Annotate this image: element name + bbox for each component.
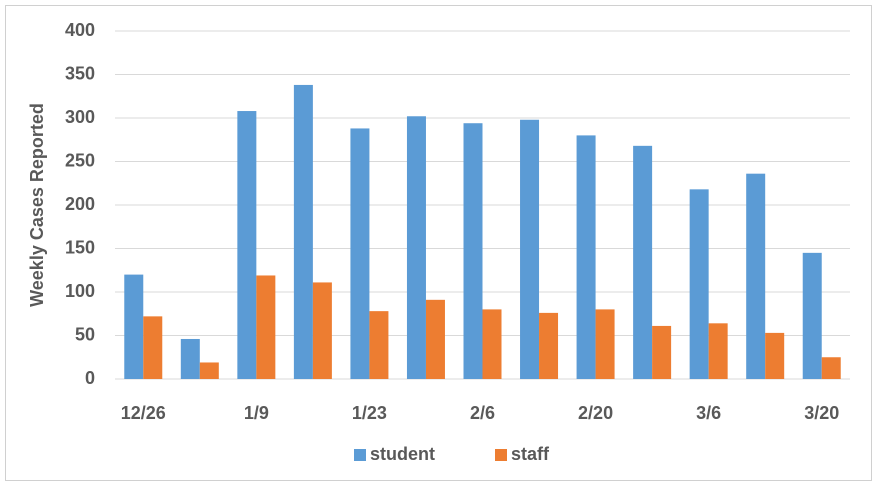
bar bbox=[765, 332, 785, 379]
bar bbox=[180, 338, 200, 379]
y-tick-label: 400 bbox=[65, 20, 95, 40]
bar bbox=[350, 128, 370, 379]
x-tick-label: 1/9 bbox=[244, 403, 269, 423]
bar bbox=[406, 116, 426, 379]
y-tick-label: 50 bbox=[75, 324, 95, 344]
y-tick-label: 0 bbox=[85, 368, 95, 388]
chart-border bbox=[5, 5, 872, 481]
bar bbox=[633, 145, 653, 379]
x-tick-label: 3/6 bbox=[696, 403, 721, 423]
bar bbox=[746, 173, 766, 379]
bar bbox=[689, 189, 709, 379]
bar bbox=[482, 309, 502, 379]
legend-label: student bbox=[370, 444, 435, 464]
bar bbox=[463, 123, 483, 379]
bar bbox=[312, 282, 332, 379]
x-tick-label: 12/26 bbox=[121, 403, 166, 423]
x-tick-label: 2/20 bbox=[578, 403, 613, 423]
bar bbox=[124, 274, 144, 379]
bar bbox=[199, 362, 219, 379]
x-tick-label: 3/20 bbox=[804, 403, 839, 423]
x-tick-label: 2/6 bbox=[470, 403, 495, 423]
legend-label: staff bbox=[511, 444, 550, 464]
bar bbox=[652, 325, 672, 379]
bar bbox=[576, 135, 596, 379]
bar bbox=[520, 119, 540, 380]
bar bbox=[802, 252, 822, 379]
bar bbox=[256, 275, 276, 379]
bar bbox=[708, 323, 728, 379]
bar bbox=[143, 316, 163, 379]
bar bbox=[293, 84, 313, 379]
y-tick-label: 300 bbox=[65, 107, 95, 127]
legend-swatch bbox=[354, 449, 366, 461]
bar bbox=[821, 357, 841, 379]
bar bbox=[539, 312, 559, 379]
legend-swatch bbox=[495, 449, 507, 461]
y-tick-label: 350 bbox=[65, 63, 95, 83]
y-tick-label: 200 bbox=[65, 194, 95, 214]
y-tick-label: 250 bbox=[65, 150, 95, 170]
bar bbox=[369, 311, 389, 379]
y-tick-label: 100 bbox=[65, 281, 95, 301]
bar bbox=[237, 111, 257, 379]
y-tick-label: 150 bbox=[65, 237, 95, 257]
bar bbox=[425, 299, 445, 379]
bar bbox=[595, 309, 615, 379]
x-tick-label: 1/23 bbox=[352, 403, 387, 423]
y-axis-label: Weekly Cases Reported bbox=[27, 103, 47, 307]
